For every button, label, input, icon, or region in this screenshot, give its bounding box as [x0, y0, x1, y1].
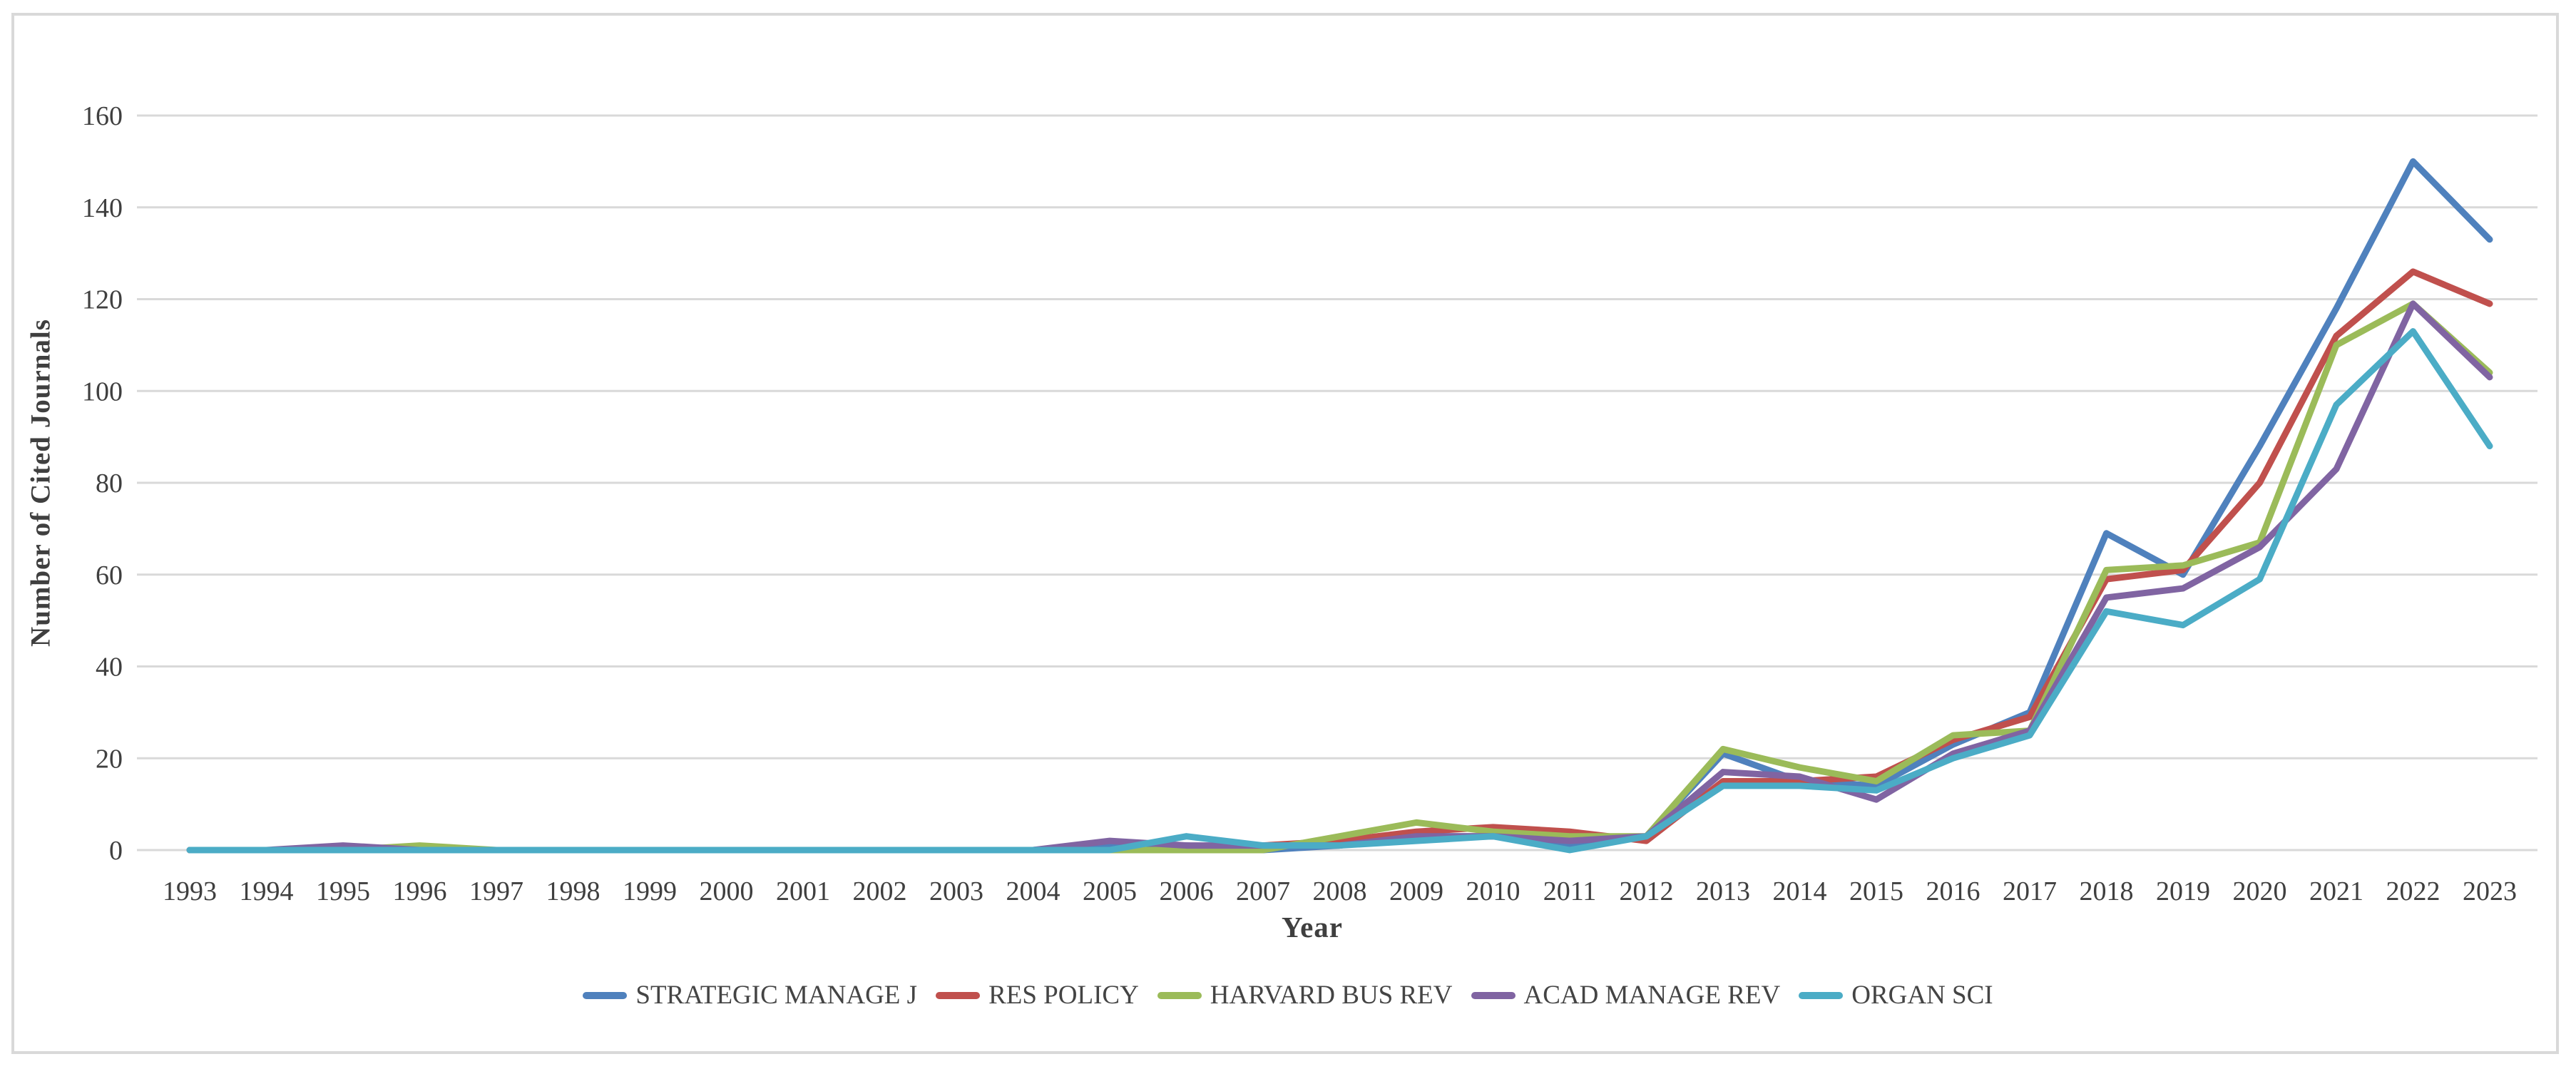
x-tick-label: 1994: [240, 876, 294, 906]
chart-canvas-frame: [11, 13, 2559, 1054]
series-line-organ-sci: [186, 328, 2493, 854]
x-tick-label: 1996: [393, 876, 447, 906]
x-tick-label: 2018: [2080, 876, 2134, 906]
x-tick-label: 2001: [776, 876, 830, 906]
legend-line-swatch: [1157, 991, 1202, 999]
x-tick-label: 2014: [1773, 876, 1827, 906]
y-tick-label: 120: [82, 285, 123, 315]
x-tick-label: 1999: [623, 876, 677, 906]
legend-item-harvard-bus-rev: HARVARD BUS REV: [1157, 980, 1453, 1011]
y-tick-label: 40: [96, 653, 123, 682]
y-tick-label: 0: [109, 836, 123, 866]
x-tick-label: 2007: [1236, 876, 1290, 906]
legend-item-strategic-manage-j: STRATEGIC MANAGE J: [583, 980, 917, 1011]
x-tick-label: 1995: [316, 876, 370, 906]
y-axis-title: Number of Cited Journals: [25, 319, 56, 647]
legend-label: HARVARD BUS REV: [1210, 981, 1453, 1010]
legend-line-swatch: [936, 991, 981, 999]
x-tick-label: 2000: [700, 876, 754, 906]
legend-label: STRATEGIC MANAGE J: [635, 981, 918, 1010]
legend-label: ORGAN SCI: [1851, 981, 1993, 1010]
x-tick-label: 2009: [1389, 876, 1443, 906]
x-tick-label: 2006: [1160, 876, 1214, 906]
x-tick-label: 2002: [853, 876, 907, 906]
x-tick-label: 2019: [2156, 876, 2210, 906]
x-tick-label: 1993: [163, 876, 217, 906]
x-tick-label: 2012: [1620, 876, 1674, 906]
legend-line-swatch: [1799, 991, 1844, 999]
legend-line-swatch: [583, 991, 628, 999]
series-line-strategic-manage-j: [186, 158, 2493, 854]
y-tick-label: 20: [96, 744, 123, 774]
x-tick-label: 2015: [1849, 876, 1903, 906]
x-tick-label: 2017: [2003, 876, 2057, 906]
x-tick-label: 2005: [1083, 876, 1137, 906]
x-tick-label: 2008: [1313, 876, 1367, 906]
x-tick-label: 2016: [1926, 876, 1980, 906]
legend-line-swatch: [1471, 991, 1516, 999]
x-tick-label: 2023: [2463, 876, 2517, 906]
y-tick-label: 140: [82, 193, 123, 223]
legend-label: RES POLICY: [988, 981, 1139, 1010]
y-tick-label: 100: [82, 377, 123, 406]
x-tick-label: 2010: [1466, 876, 1520, 906]
x-tick-label: 2003: [929, 876, 983, 906]
y-tick-label: 60: [96, 561, 123, 590]
legend-label: ACAD MANAGE REV: [1523, 981, 1781, 1010]
series-line-res-policy: [186, 268, 2493, 854]
x-tick-label: 2022: [2386, 876, 2440, 906]
x-tick-label: 1998: [546, 876, 600, 906]
y-tick-label: 80: [96, 469, 123, 498]
x-tick-label: 2004: [1006, 876, 1060, 906]
chart-legend: STRATEGIC MANAGE J RES POLICY HARVARD BUS …: [0, 980, 2576, 1011]
x-tick-label: 1997: [469, 876, 523, 906]
x-tick-label: 2013: [1696, 876, 1750, 906]
x-tick-label: 2011: [1543, 876, 1597, 906]
x-axis-title: Year: [1282, 911, 1343, 943]
x-tick-label: 2020: [2233, 876, 2287, 906]
legend-item-res-policy: RES POLICY: [936, 980, 1139, 1011]
y-tick-label: 160: [82, 101, 123, 131]
legend-item-organ-sci: ORGAN SCI: [1799, 980, 1993, 1011]
legend-item-acad-manage-rev: ACAD MANAGE REV: [1471, 980, 1781, 1011]
x-tick-label: 2021: [2309, 876, 2363, 906]
